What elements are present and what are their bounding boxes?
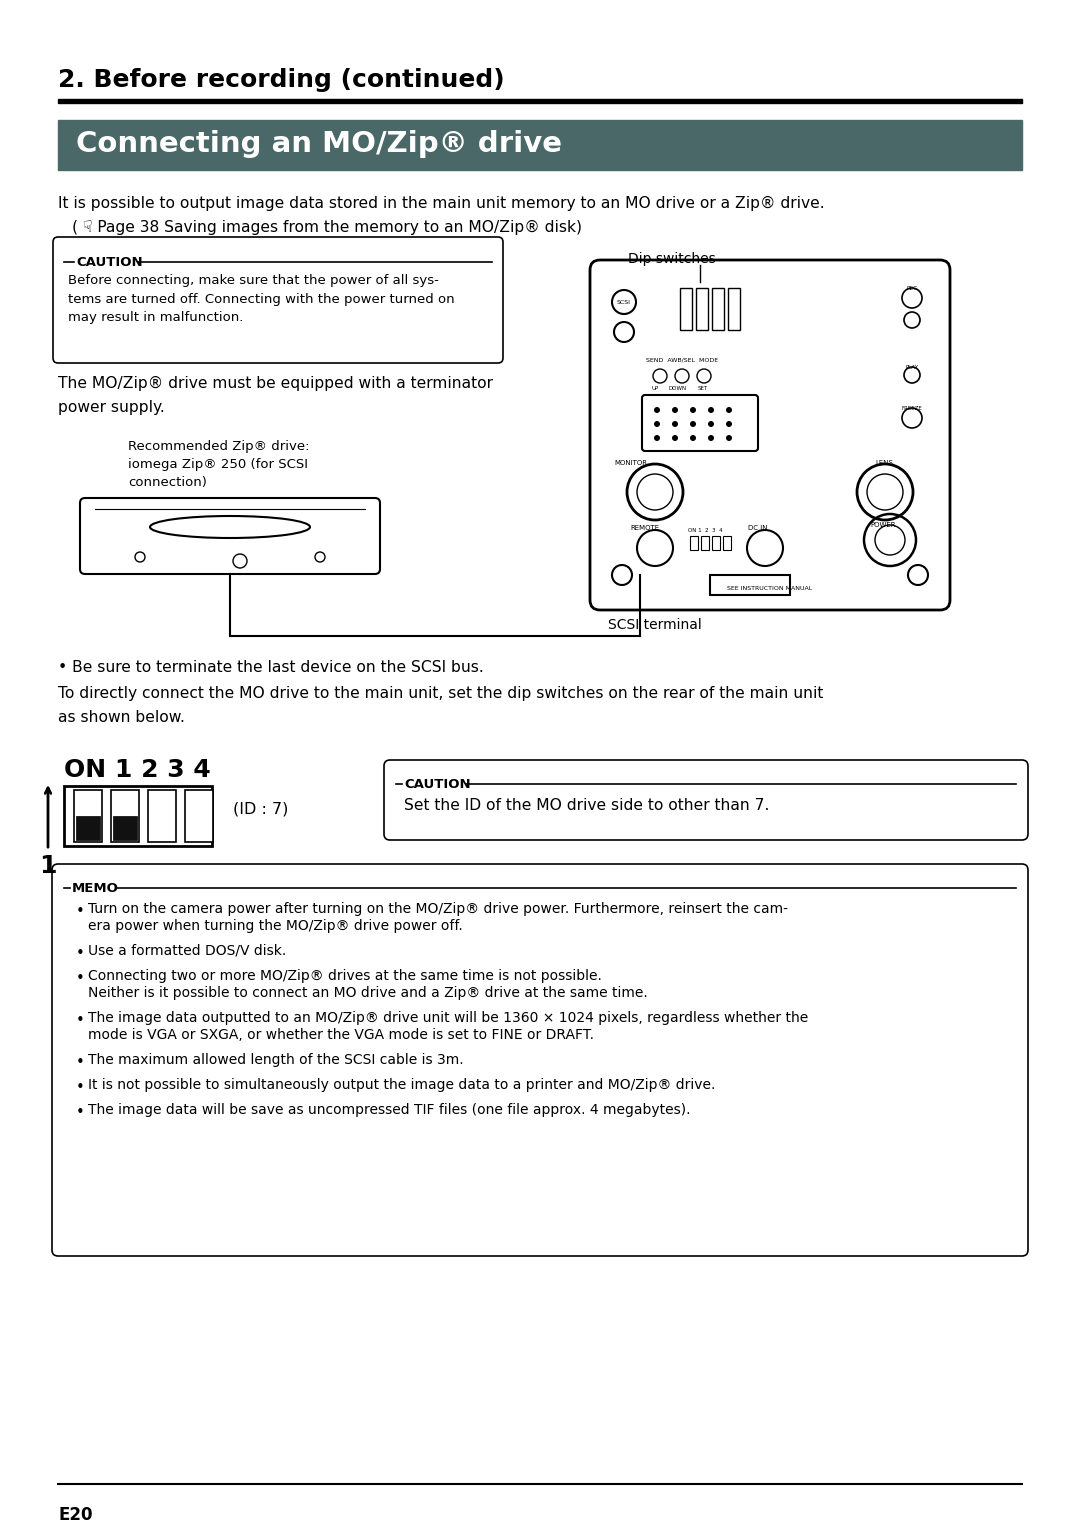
Text: CAUTION: CAUTION — [404, 778, 471, 790]
Text: POWER: POWER — [870, 521, 895, 528]
Circle shape — [708, 407, 714, 413]
FancyBboxPatch shape — [384, 760, 1028, 839]
Bar — [710, 575, 789, 595]
Text: connection): connection) — [129, 476, 207, 489]
Text: To directly connect the MO drive to the main unit, set the dip switches on the r: To directly connect the MO drive to the … — [58, 687, 823, 700]
Text: FREEZE: FREEZE — [902, 407, 922, 411]
Text: DC IN: DC IN — [748, 524, 768, 531]
Text: Neither is it possible to connect an MO drive and a Zip® drive at the same time.: Neither is it possible to connect an MO … — [87, 986, 648, 1000]
Circle shape — [708, 434, 714, 440]
Circle shape — [690, 407, 696, 413]
Text: Turn on the camera power after turning on the MO/Zip® drive power. Furthermore, : Turn on the camera power after turning o… — [87, 902, 788, 916]
Text: The image data outputted to an MO/Zip® drive unit will be 1360 × 1024 pixels, re: The image data outputted to an MO/Zip® d… — [87, 1011, 808, 1024]
Bar — [76, 816, 100, 839]
Circle shape — [654, 420, 660, 427]
Text: E20: E20 — [58, 1506, 93, 1524]
Circle shape — [690, 434, 696, 440]
Text: •: • — [76, 1105, 84, 1121]
Bar — [728, 287, 740, 330]
Bar — [701, 537, 708, 550]
Bar — [712, 287, 724, 330]
Text: PLAY: PLAY — [905, 365, 918, 370]
Text: Connecting two or more MO/Zip® drives at the same time is not possible.: Connecting two or more MO/Zip® drives at… — [87, 969, 602, 983]
Text: DOWN: DOWN — [669, 385, 687, 391]
Text: ON 1 2 3 4: ON 1 2 3 4 — [64, 758, 211, 781]
Bar — [75, 790, 102, 842]
Bar — [185, 790, 213, 842]
Text: Use a formatted DOS/V disk.: Use a formatted DOS/V disk. — [87, 943, 286, 959]
Text: SET: SET — [698, 385, 708, 391]
Text: Recommended Zip® drive:: Recommended Zip® drive: — [129, 440, 310, 453]
Bar — [113, 816, 137, 839]
Circle shape — [654, 434, 660, 440]
Text: CAUTION: CAUTION — [76, 255, 143, 269]
Text: The maximum allowed length of the SCSI cable is 3m.: The maximum allowed length of the SCSI c… — [87, 1053, 463, 1067]
Text: UP: UP — [651, 385, 659, 391]
Text: ( ☟ Page 38 Saving images from the memory to an MO/Zip® disk): ( ☟ Page 38 Saving images from the memor… — [72, 220, 582, 235]
Circle shape — [690, 420, 696, 427]
Ellipse shape — [150, 515, 310, 538]
FancyBboxPatch shape — [642, 394, 758, 451]
Text: •: • — [76, 904, 84, 919]
Text: mode is VGA or SXGA, or whether the VGA mode is set to FINE or DRAFT.: mode is VGA or SXGA, or whether the VGA … — [87, 1027, 594, 1041]
Text: era power when turning the MO/Zip® drive power off.: era power when turning the MO/Zip® drive… — [87, 919, 462, 933]
Text: LENS: LENS — [875, 460, 893, 466]
Circle shape — [654, 407, 660, 413]
Text: It is not possible to simultaneously output the image data to a printer and MO/Z: It is not possible to simultaneously out… — [87, 1078, 715, 1092]
Text: •: • — [76, 946, 84, 962]
Text: •: • — [76, 1079, 84, 1095]
Text: Connecting an MO/Zip® drive: Connecting an MO/Zip® drive — [76, 130, 562, 157]
Circle shape — [726, 407, 732, 413]
Bar — [696, 287, 708, 330]
Bar — [64, 786, 212, 846]
Circle shape — [708, 420, 714, 427]
Circle shape — [726, 434, 732, 440]
FancyBboxPatch shape — [52, 864, 1028, 1255]
Text: ON 1  2  3  4: ON 1 2 3 4 — [688, 528, 723, 534]
Text: Dip switches: Dip switches — [627, 252, 716, 266]
FancyBboxPatch shape — [53, 237, 503, 362]
Text: •: • — [76, 1055, 84, 1070]
Text: The MO/Zip® drive must be equipped with a terminator: The MO/Zip® drive must be equipped with … — [58, 376, 492, 391]
FancyBboxPatch shape — [80, 498, 380, 573]
Text: REC: REC — [906, 286, 917, 291]
Bar — [690, 537, 698, 550]
Text: •: • — [76, 971, 84, 986]
Bar — [111, 790, 139, 842]
Text: (ID : 7): (ID : 7) — [233, 803, 288, 816]
Text: SEE INSTRUCTION MANUAL: SEE INSTRUCTION MANUAL — [727, 586, 812, 592]
Text: as shown below.: as shown below. — [58, 709, 185, 725]
Text: Before connecting, make sure that the power of all sys-
tems are turned off. Con: Before connecting, make sure that the po… — [68, 274, 455, 324]
Text: SEND  AWB/SEL  MODE: SEND AWB/SEL MODE — [646, 358, 718, 362]
Text: 2. Before recording (continued): 2. Before recording (continued) — [58, 67, 504, 92]
Bar — [723, 537, 731, 550]
FancyBboxPatch shape — [590, 260, 950, 610]
Text: It is possible to output image data stored in the main unit memory to an MO driv: It is possible to output image data stor… — [58, 196, 825, 211]
Bar — [58, 99, 1022, 102]
Text: Set the ID of the MO drive side to other than 7.: Set the ID of the MO drive side to other… — [404, 798, 769, 813]
Bar — [712, 537, 720, 550]
Text: • Be sure to terminate the last device on the SCSI bus.: • Be sure to terminate the last device o… — [58, 661, 484, 674]
Text: SCSI: SCSI — [617, 300, 631, 304]
Text: power supply.: power supply. — [58, 401, 165, 414]
Bar — [148, 790, 176, 842]
Bar — [58, 119, 1022, 170]
Text: The image data will be save as uncompressed TIF files (one file approx. 4 megaby: The image data will be save as uncompres… — [87, 1102, 690, 1118]
Text: REMOTE: REMOTE — [630, 524, 659, 531]
Text: MONITOR: MONITOR — [615, 460, 647, 466]
Text: MEMO: MEMO — [72, 882, 119, 894]
Circle shape — [672, 420, 678, 427]
Text: SCSI terminal: SCSI terminal — [608, 618, 702, 631]
Circle shape — [672, 434, 678, 440]
Text: iomega Zip® 250 (for SCSI: iomega Zip® 250 (for SCSI — [129, 459, 308, 471]
Circle shape — [672, 407, 678, 413]
Bar — [680, 287, 692, 330]
Circle shape — [726, 420, 732, 427]
Text: 1: 1 — [39, 855, 57, 878]
Text: •: • — [76, 1014, 84, 1027]
